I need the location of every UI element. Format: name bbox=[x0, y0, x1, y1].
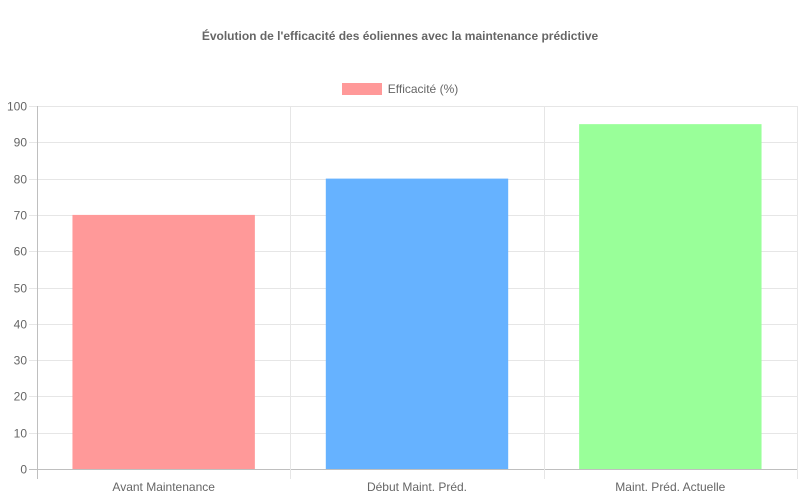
y-tick-label: 10 bbox=[14, 427, 28, 441]
legend-swatch bbox=[341, 83, 382, 95]
bar[interactable] bbox=[72, 214, 255, 469]
y-tick-label: 40 bbox=[14, 318, 28, 332]
legend-label: Efficacité (%) bbox=[387, 82, 459, 96]
x-tick-labels: Avant Maintenance Début Maint. Préd. Maint… bbox=[112, 480, 725, 494]
y-tick-label: 0 bbox=[20, 463, 27, 477]
y-tick-label: 60 bbox=[14, 245, 28, 259]
y-tick-labels: 0 10 20 30 40 50 60 70 80 90 100 bbox=[7, 100, 27, 477]
y-tick-label: 70 bbox=[14, 209, 28, 223]
x-tick-label: Maint. Préd. Actuelle bbox=[615, 480, 725, 494]
bars bbox=[72, 124, 762, 470]
x-tick-label: Avant Maintenance bbox=[112, 480, 215, 494]
y-tick-label: 80 bbox=[14, 173, 28, 187]
y-tick-label: 50 bbox=[14, 282, 28, 296]
y-tick-label: 20 bbox=[14, 390, 28, 404]
bar[interactable] bbox=[579, 124, 762, 470]
legend[interactable]: Efficacité (%) bbox=[0, 82, 800, 96]
y-tick-label: 90 bbox=[14, 136, 28, 150]
y-tick-label: 30 bbox=[14, 354, 28, 368]
y-tick-label: 100 bbox=[7, 100, 27, 114]
x-tick-label: Début Maint. Préd. bbox=[367, 480, 467, 494]
chart-title: Évolution de l'efficacité des éoliennes … bbox=[201, 29, 599, 43]
bar[interactable] bbox=[325, 178, 509, 469]
